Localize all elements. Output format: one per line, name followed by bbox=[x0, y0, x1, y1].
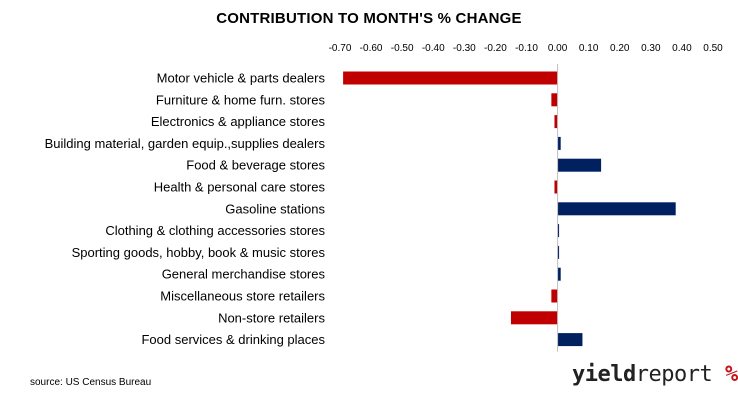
category-label: Furniture & home furn. stores bbox=[156, 92, 326, 107]
bar bbox=[557, 136, 561, 150]
category-label: General merchandise stores bbox=[162, 267, 326, 282]
category-label: Food services & drinking places bbox=[141, 332, 325, 347]
percent-icon: % bbox=[724, 362, 738, 387]
source-note: source: US Census Bureau bbox=[30, 377, 152, 388]
category-label: Motor vehicle & parts dealers bbox=[157, 71, 326, 86]
x-axis-ticks: -0.70 -0.60 -0.50 -0.40 -0.30 -0.20 -0.10 0.00 0… bbox=[329, 43, 724, 54]
bar bbox=[551, 289, 558, 303]
bar bbox=[510, 311, 558, 325]
bar bbox=[343, 71, 558, 85]
category-label: Clothing & clothing accessories stores bbox=[105, 223, 325, 238]
category-label: Sporting goods, hobby, book & music stor… bbox=[72, 245, 326, 260]
bar bbox=[554, 180, 558, 194]
x-tick-label: -0.70 bbox=[329, 43, 352, 54]
bar bbox=[557, 158, 602, 172]
category-label: Electronics & appliance stores bbox=[151, 114, 326, 129]
category-label: Miscellaneous store retailers bbox=[160, 289, 325, 304]
x-tick-label: 0.40 bbox=[672, 43, 692, 54]
bars bbox=[343, 71, 676, 347]
x-tick-label: 0.30 bbox=[641, 43, 661, 54]
bar bbox=[557, 224, 560, 238]
bar bbox=[557, 245, 560, 259]
bar bbox=[551, 93, 558, 107]
bar bbox=[557, 333, 583, 347]
category-label: Food & beverage stores bbox=[186, 158, 325, 173]
x-tick-label: -0.30 bbox=[453, 43, 476, 54]
bar bbox=[554, 115, 558, 129]
x-tick-label: -0.20 bbox=[484, 43, 507, 54]
x-tick-label: -0.50 bbox=[391, 43, 414, 54]
x-tick-label: 0.20 bbox=[610, 43, 630, 54]
x-tick-label: -0.40 bbox=[422, 43, 445, 54]
chart-title: CONTRIBUTION TO MONTH'S % CHANGE bbox=[216, 10, 522, 27]
bar bbox=[557, 202, 676, 216]
category-label: Health & personal care stores bbox=[154, 180, 326, 195]
x-tick-label: 0.00 bbox=[548, 43, 568, 54]
x-tick-label: -0.60 bbox=[360, 43, 383, 54]
yieldreport-logo: yieldreport % bbox=[572, 362, 738, 387]
category-label: Gasoline stations bbox=[225, 201, 325, 216]
x-tick-label: 0.50 bbox=[703, 43, 723, 54]
x-tick-label: -0.10 bbox=[515, 43, 538, 54]
category-labels: Motor vehicle & parts dealers Furniture &… bbox=[45, 71, 326, 348]
x-tick-label: 0.10 bbox=[579, 43, 599, 54]
category-label: Non-store retailers bbox=[218, 310, 325, 325]
bar bbox=[557, 267, 561, 281]
category-label: Building material, garden equip.,supplie… bbox=[45, 136, 326, 151]
